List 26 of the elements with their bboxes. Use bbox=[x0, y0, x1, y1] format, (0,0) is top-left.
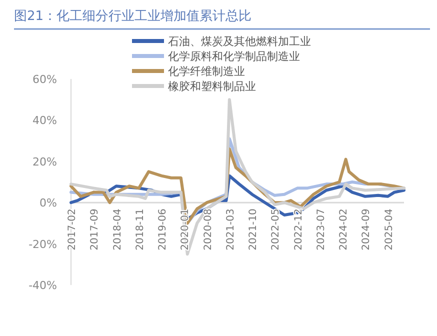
y-tick-label: 60% bbox=[32, 73, 57, 86]
x-tick-label: 2023-07 bbox=[316, 208, 327, 250]
y-tick-label: 40% bbox=[32, 114, 57, 128]
chart-title: 图21：化工细分行业工业增加值累计总比 bbox=[14, 9, 252, 24]
y-tick-label: 20% bbox=[32, 155, 57, 168]
x-tick-label: 2022-05 bbox=[270, 208, 282, 250]
x-tick-label: 2022-12 bbox=[293, 208, 304, 250]
x-tick-label: 2018-11 bbox=[134, 208, 146, 250]
x-tick-label: 2024-02 bbox=[338, 208, 350, 250]
legend-label: 化学原料和化学制品制造业 bbox=[168, 50, 300, 63]
x-tick-label: 2021-03 bbox=[225, 208, 236, 250]
x-tick-label: 2024-09 bbox=[361, 208, 372, 250]
x-tick-label: 2019-06 bbox=[158, 208, 169, 250]
y-tick-label: 0% bbox=[40, 196, 57, 210]
y-tick-label: -20% bbox=[28, 238, 57, 251]
legend-label: 石油、煤炭及其他燃料加工业 bbox=[168, 35, 311, 48]
x-tick-label: 2017-09 bbox=[90, 208, 101, 250]
x-tick-label: 2021-10 bbox=[248, 208, 260, 250]
x-tick-label: 2018-04 bbox=[112, 208, 124, 250]
x-tick-label: 2025-04 bbox=[384, 208, 395, 250]
y-tick-label: -40% bbox=[28, 279, 57, 292]
legend-label: 化学纤维制造业 bbox=[168, 65, 245, 78]
x-tick-label: 2020-01 bbox=[180, 208, 192, 250]
x-tick-label: 2020-08 bbox=[202, 208, 214, 250]
legend-label: 橡胶和塑料制品业 bbox=[168, 80, 256, 93]
x-tick-label: 2017-02 bbox=[67, 208, 78, 250]
